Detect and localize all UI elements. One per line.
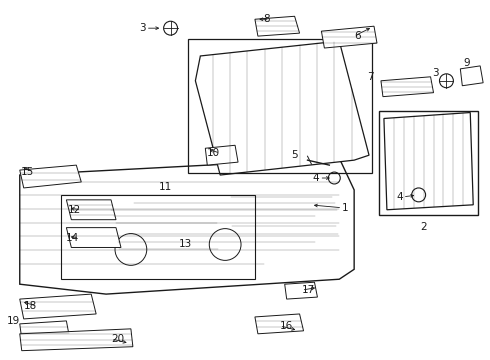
Polygon shape [20,165,81,188]
Text: 3: 3 [432,68,439,78]
Text: 7: 7 [368,72,374,82]
Text: 4: 4 [313,173,319,183]
Polygon shape [66,228,121,247]
Polygon shape [109,190,339,230]
Polygon shape [285,282,318,299]
Polygon shape [255,16,299,36]
Polygon shape [20,329,133,351]
Polygon shape [66,200,116,220]
Text: 10: 10 [207,148,220,158]
Text: 14: 14 [66,233,79,243]
Text: 2: 2 [420,222,427,232]
Text: 17: 17 [301,285,315,295]
Text: 12: 12 [68,205,81,215]
Polygon shape [460,66,483,86]
Text: 16: 16 [280,321,293,331]
Text: 9: 9 [464,58,470,68]
Text: 13: 13 [179,239,192,249]
Text: 19: 19 [6,316,20,326]
Text: 4: 4 [396,192,403,202]
Polygon shape [205,145,238,165]
Text: 5: 5 [291,150,297,160]
Polygon shape [381,77,434,96]
Bar [61,195,255,279]
Bar [189,39,372,173]
Bar [379,111,478,215]
Text: 11: 11 [159,182,172,192]
Text: 6: 6 [354,31,361,41]
Text: 15: 15 [21,167,34,177]
Polygon shape [255,314,303,334]
Text: 20: 20 [111,334,124,344]
Text: 18: 18 [24,301,37,311]
Polygon shape [116,218,339,257]
Text: 3: 3 [139,23,146,33]
Polygon shape [384,113,473,210]
Text: 8: 8 [263,14,270,24]
Polygon shape [20,158,354,294]
Polygon shape [321,26,377,48]
Polygon shape [196,41,369,175]
Polygon shape [20,321,70,339]
Text: 1: 1 [342,203,349,213]
Polygon shape [20,294,96,319]
